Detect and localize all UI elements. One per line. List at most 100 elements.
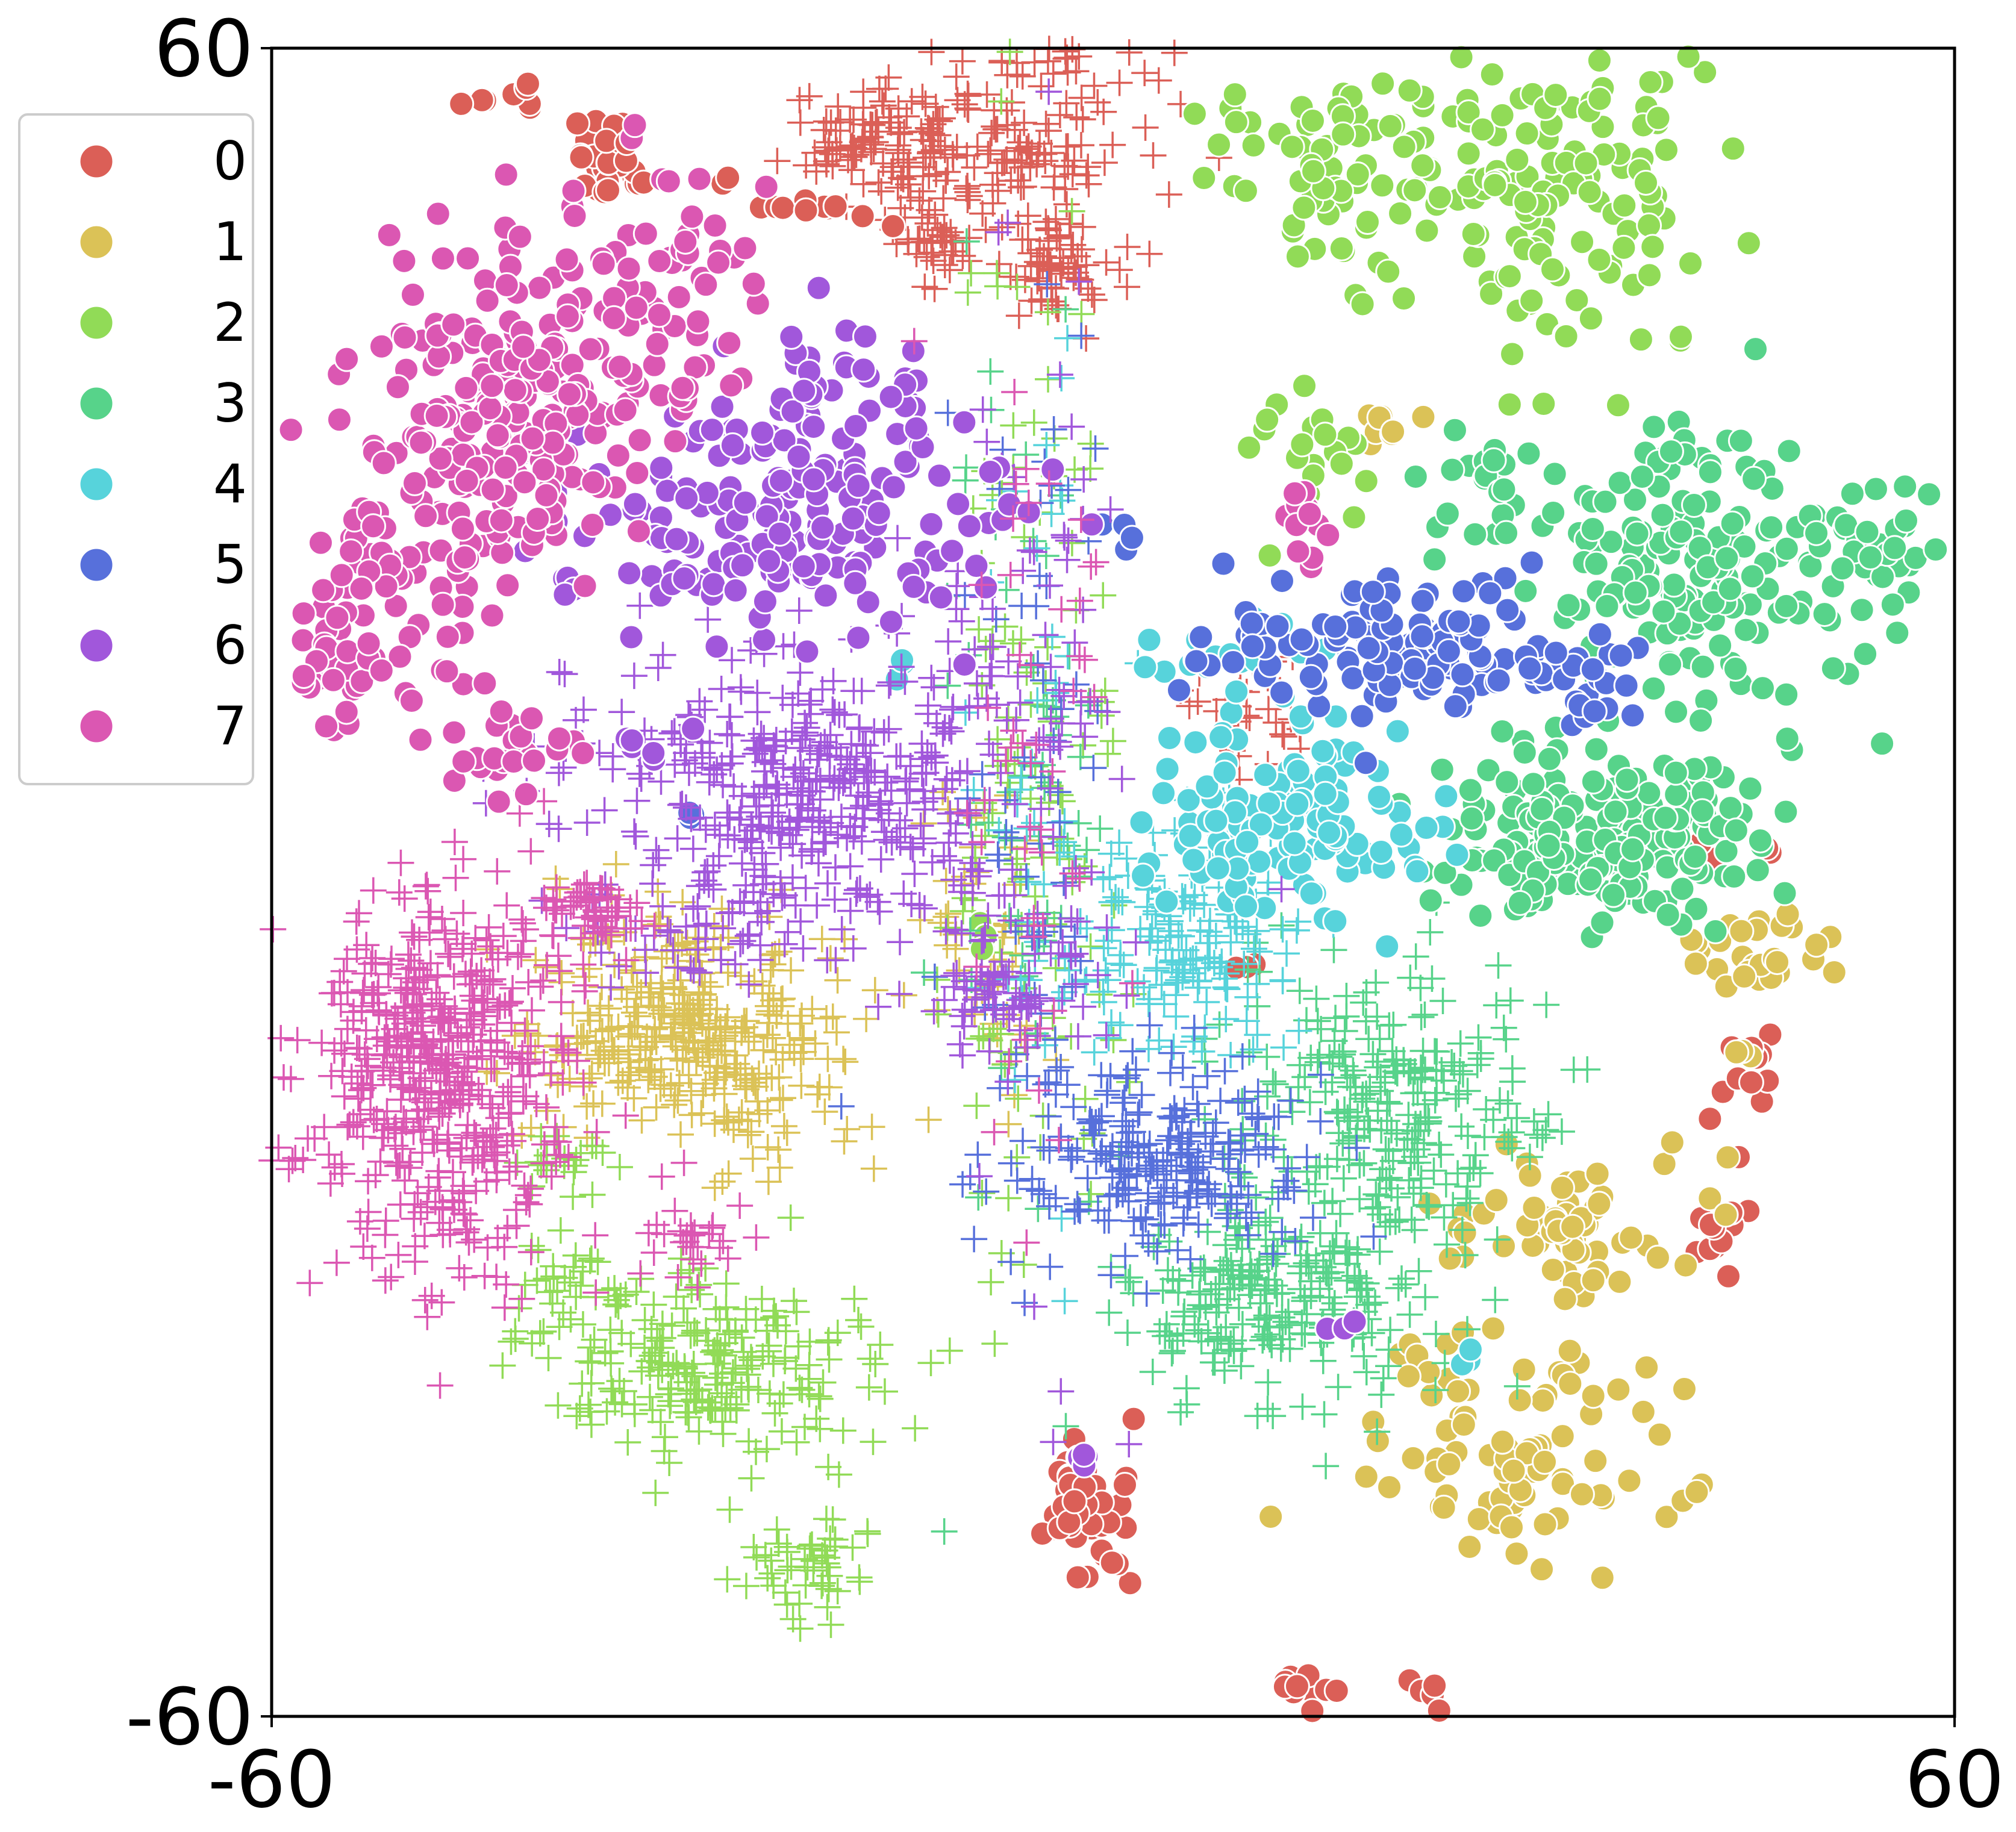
point-plus-3: [1443, 1085, 1470, 1112]
point-plus-3: [1243, 1184, 1270, 1211]
point-plus-0: [859, 111, 886, 139]
point-plus-4: [1143, 955, 1170, 982]
point-circle-3: [1839, 481, 1865, 507]
point-plus-2: [547, 1217, 574, 1244]
point-circle-2: [1637, 262, 1663, 288]
point-plus-4: [1196, 944, 1223, 971]
point-circle-0: [1284, 1673, 1310, 1700]
point-plus-3: [1067, 743, 1094, 770]
point-plus-0: [961, 154, 988, 181]
point-plus-0: [1106, 257, 1133, 284]
point-plus-0: [1091, 149, 1118, 176]
point-plus-2: [537, 1279, 564, 1306]
point-plus-2: [603, 1286, 630, 1313]
point-circle-2: [1539, 256, 1565, 282]
point-plus-3: [1441, 1052, 1468, 1079]
point-circle-2: [1482, 172, 1508, 198]
point-circle-2: [1735, 230, 1762, 257]
point-circle-6: [800, 466, 827, 493]
point-circle-4: [1223, 678, 1250, 705]
point-plus-0: [1114, 233, 1141, 260]
point-circle-3: [1688, 708, 1714, 734]
point-plus-2: [1116, 1068, 1143, 1095]
point-plus-3: [1289, 1393, 1316, 1420]
point-circle-0: [793, 197, 819, 223]
point-circle-3: [1491, 476, 1517, 503]
point-circle-3: [1713, 838, 1740, 864]
point-plus-1: [501, 1022, 528, 1049]
point-plus-1: [720, 1116, 747, 1143]
point-plus-0: [1025, 141, 1052, 168]
point-circle-3: [1494, 769, 1520, 796]
point-plus-1: [690, 1082, 717, 1109]
point-plus-0: [1028, 73, 1055, 100]
point-plus-2: [680, 1351, 707, 1378]
point-circle-6: [671, 565, 697, 592]
point-plus-3: [1454, 1123, 1481, 1150]
point-plus-1: [559, 1000, 586, 1027]
point-circle-5: [1579, 656, 1606, 682]
point-plus-3: [1116, 1268, 1143, 1295]
point-circle-2: [1377, 113, 1403, 139]
point-plus-3: [1286, 977, 1313, 1005]
point-plus-2: [706, 1339, 733, 1366]
point-plus-1: [814, 1045, 841, 1073]
point-plus-3: [1309, 1347, 1337, 1374]
point-plus-1: [704, 995, 731, 1023]
point-plus-0: [1031, 243, 1058, 270]
point-plus-0: [1063, 104, 1090, 131]
point-plus-1: [525, 1022, 552, 1049]
point-plus-3: [1164, 1327, 1191, 1354]
point-circle-6: [881, 474, 907, 500]
point-plus-3: [1503, 1104, 1531, 1132]
point-circle-6: [1040, 456, 1066, 483]
point-plus-2: [677, 1322, 704, 1349]
point-plus-1: [588, 1090, 616, 1117]
point-plus-1: [711, 1038, 738, 1065]
point-circle-4: [1130, 862, 1156, 889]
point-plus-3: [1366, 1238, 1393, 1265]
point-circle-3: [1742, 336, 1768, 363]
point-plus-2: [754, 1565, 781, 1592]
point-circle-6: [722, 577, 749, 603]
point-circle-3: [1441, 417, 1468, 443]
point-plus-3: [1206, 1011, 1233, 1038]
point-circle-2: [1375, 258, 1402, 285]
point-plus-0: [943, 63, 970, 90]
point-plus-2: [845, 1306, 872, 1333]
point-plus-3: [1423, 1038, 1450, 1065]
point-circle-1: [1532, 1448, 1558, 1475]
point-plus-2: [675, 1404, 702, 1431]
point-circle-3: [1579, 516, 1606, 543]
point-plus-2: [796, 1328, 823, 1355]
point-plus-2: [557, 1306, 584, 1333]
point-plus-2: [489, 1352, 516, 1379]
point-plus-1: [755, 1009, 782, 1036]
point-circle-2: [1518, 287, 1545, 314]
point-plus-3: [1449, 1217, 1476, 1244]
point-plus-3: [1325, 1100, 1352, 1127]
point-plus-0: [1051, 152, 1078, 179]
point-circle-3: [1583, 736, 1609, 762]
point-circle-2: [1489, 102, 1515, 128]
point-plus-2: [761, 1297, 787, 1324]
point-plus-3: [1412, 1104, 1439, 1131]
point-plus-3: [1373, 1167, 1400, 1194]
point-circle-2: [1391, 285, 1417, 312]
point-plus-3: [1467, 1160, 1494, 1187]
point-circle-6: [945, 491, 972, 517]
point-plus-2: [546, 1313, 573, 1341]
point-plus-2: [988, 88, 1015, 115]
point-circle-3: [1594, 593, 1620, 619]
point-circle-1: [1491, 1233, 1517, 1259]
point-plus-0: [1262, 709, 1290, 736]
point-plus-1: [732, 1073, 759, 1100]
point-plus-2: [983, 260, 1010, 287]
point-plus-2: [640, 1291, 667, 1318]
point-circle-2: [1300, 158, 1327, 184]
point-circle-3: [1658, 438, 1684, 465]
point-circle-3: [1520, 771, 1547, 797]
point-plus-2: [743, 1544, 770, 1571]
point-circle-2: [1353, 468, 1379, 494]
point-circle-2: [1514, 120, 1540, 147]
